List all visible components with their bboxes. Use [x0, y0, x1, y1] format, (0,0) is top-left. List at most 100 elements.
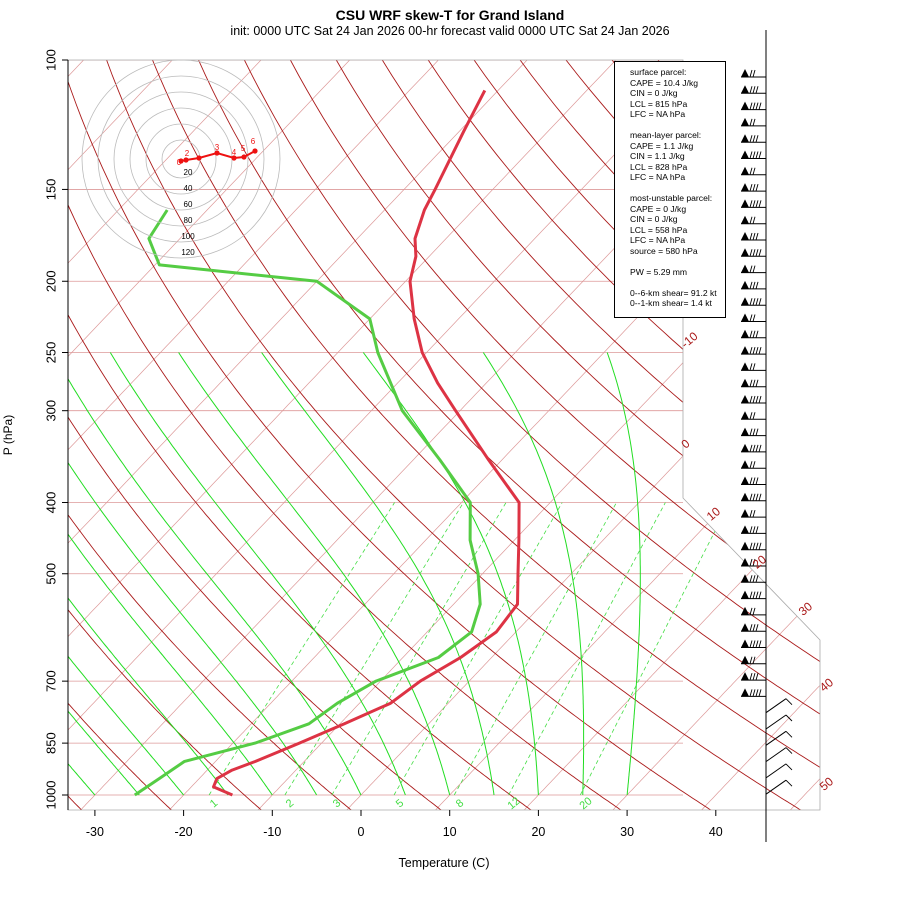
wind-barb-feather — [755, 200, 759, 208]
wind-barb-feather — [755, 346, 759, 355]
moist-adiabat-line — [68, 352, 318, 796]
mixing-ratio-label: 3 — [331, 797, 343, 810]
isotherm-line — [68, 60, 543, 810]
wind-barb-flag — [741, 101, 749, 110]
wind-barb — [741, 672, 766, 681]
hodograph-point-label: 0 — [177, 158, 182, 167]
wind-barb — [741, 541, 766, 551]
wind-barb-feather — [749, 477, 753, 485]
wind-barb-flag — [741, 85, 749, 94]
wind-barb-feather — [749, 656, 753, 664]
wind-barb-feather — [752, 558, 756, 567]
wind-barb-feather — [752, 183, 756, 192]
mixing-ratio-line — [393, 502, 563, 796]
wind-barb-feather — [755, 330, 759, 338]
wind-barb-flag — [741, 606, 749, 615]
wind-barb-flag — [741, 329, 749, 338]
isotherm-line — [68, 60, 366, 810]
wind-barb-flag — [741, 541, 749, 550]
isotherm-line — [68, 60, 189, 810]
wind-barb-feather — [755, 428, 759, 436]
wind-barb-feather — [749, 412, 753, 420]
wind-barb-flag — [741, 280, 749, 289]
dry-adiabat-line — [68, 60, 622, 810]
moist-adiabat-line — [68, 352, 273, 796]
most-unstable-parcel-block: most-unstable parcel: CAPE = 0 J/kg CIN … — [630, 193, 725, 256]
chart-title: CSU WRF skew-T for Grand Island — [335, 7, 565, 23]
hodograph-ring — [97, 75, 265, 243]
wind-barb-flag — [741, 492, 749, 501]
wind-barb-feather — [785, 698, 793, 706]
wind-barb-feather — [749, 135, 753, 143]
x-tick-label: 0 — [358, 825, 365, 839]
wind-barb-feather — [749, 232, 753, 241]
mean-layer-parcel-line: CIN = 1.1 J/kg — [630, 151, 685, 161]
wind-barb — [741, 492, 766, 502]
most-unstable-parcel-line: LFC = NA hPa — [630, 235, 686, 245]
wind-barb-flag — [741, 232, 749, 240]
wind-barb — [741, 362, 766, 371]
wind-barb — [741, 395, 766, 404]
isotherm-line — [612, 60, 820, 810]
wind-barb — [765, 763, 793, 779]
isotherm-line — [700, 60, 820, 810]
wind-barb-feather — [752, 575, 756, 583]
wind-barb — [765, 698, 793, 714]
most-unstable-parcel-line: CIN = 0 J/kg — [630, 214, 678, 224]
wind-barb — [765, 730, 793, 746]
wind-barb-feather — [752, 493, 756, 501]
wind-barb — [741, 85, 766, 94]
isotherm-line — [68, 60, 632, 810]
wind-barb-feather — [749, 167, 753, 175]
wind-barb-feather — [755, 281, 759, 290]
wind-barb-feather — [749, 542, 753, 550]
wind-barb — [741, 606, 766, 616]
wind-barb-feather — [785, 747, 793, 754]
dry-adiabat-line — [68, 60, 353, 810]
wind-barb — [741, 346, 766, 355]
wind-barb-feather — [752, 591, 756, 599]
most-unstable-parcel-line: CAPE = 0 J/kg — [630, 203, 687, 214]
wind-barb-feather — [752, 542, 756, 550]
wind-barb-feather — [755, 542, 759, 550]
wind-barb-feather — [749, 428, 753, 436]
wind-barb — [765, 714, 793, 730]
wind-barb-feather — [749, 363, 753, 371]
mixing-ratio-line — [208, 502, 395, 796]
wind-barb — [741, 639, 766, 648]
wind-barb-feather — [755, 298, 759, 306]
y-tick-label: 250 — [43, 342, 58, 364]
wind-barb-feather — [752, 135, 756, 143]
wind-barb — [741, 476, 766, 485]
wind-barb — [741, 313, 766, 322]
moist-adiabat-line — [606, 352, 641, 796]
wind-barb-feather — [749, 461, 753, 469]
wind-barb-feather — [752, 412, 756, 420]
wind-barb-feather — [749, 395, 753, 404]
wind-barb-feather — [752, 265, 756, 273]
wind-barb-feather — [752, 167, 756, 175]
wind-barb-feather — [758, 542, 762, 550]
wind-barb-feather — [752, 102, 756, 110]
wind-barb-flag — [741, 297, 749, 306]
mixing-ratio-line — [331, 502, 507, 796]
temperature-profile-line — [212, 89, 521, 797]
wind-barb-flag — [741, 623, 749, 632]
wind-barb — [741, 525, 766, 534]
wind-barb — [741, 655, 766, 665]
wind-barb-flag — [741, 378, 749, 387]
mean-layer-parcel-line: CAPE = 1.1 J/kg — [630, 140, 694, 151]
wind-barb-flag — [741, 655, 749, 664]
wind-barb-feather — [752, 298, 756, 306]
wind-barb-feather — [752, 656, 756, 664]
wind-barb-flag — [741, 672, 749, 681]
wind-barb-feather — [758, 689, 762, 697]
wind-barb-feather — [749, 575, 753, 583]
wind-barb-flag — [741, 590, 749, 599]
wind-barb — [741, 183, 766, 192]
wind-barb-feather — [785, 730, 793, 738]
surface-parcel-line: LFC = NA hPa — [630, 109, 686, 119]
wind-barb-feather — [752, 395, 756, 404]
hodograph-point — [241, 154, 247, 160]
